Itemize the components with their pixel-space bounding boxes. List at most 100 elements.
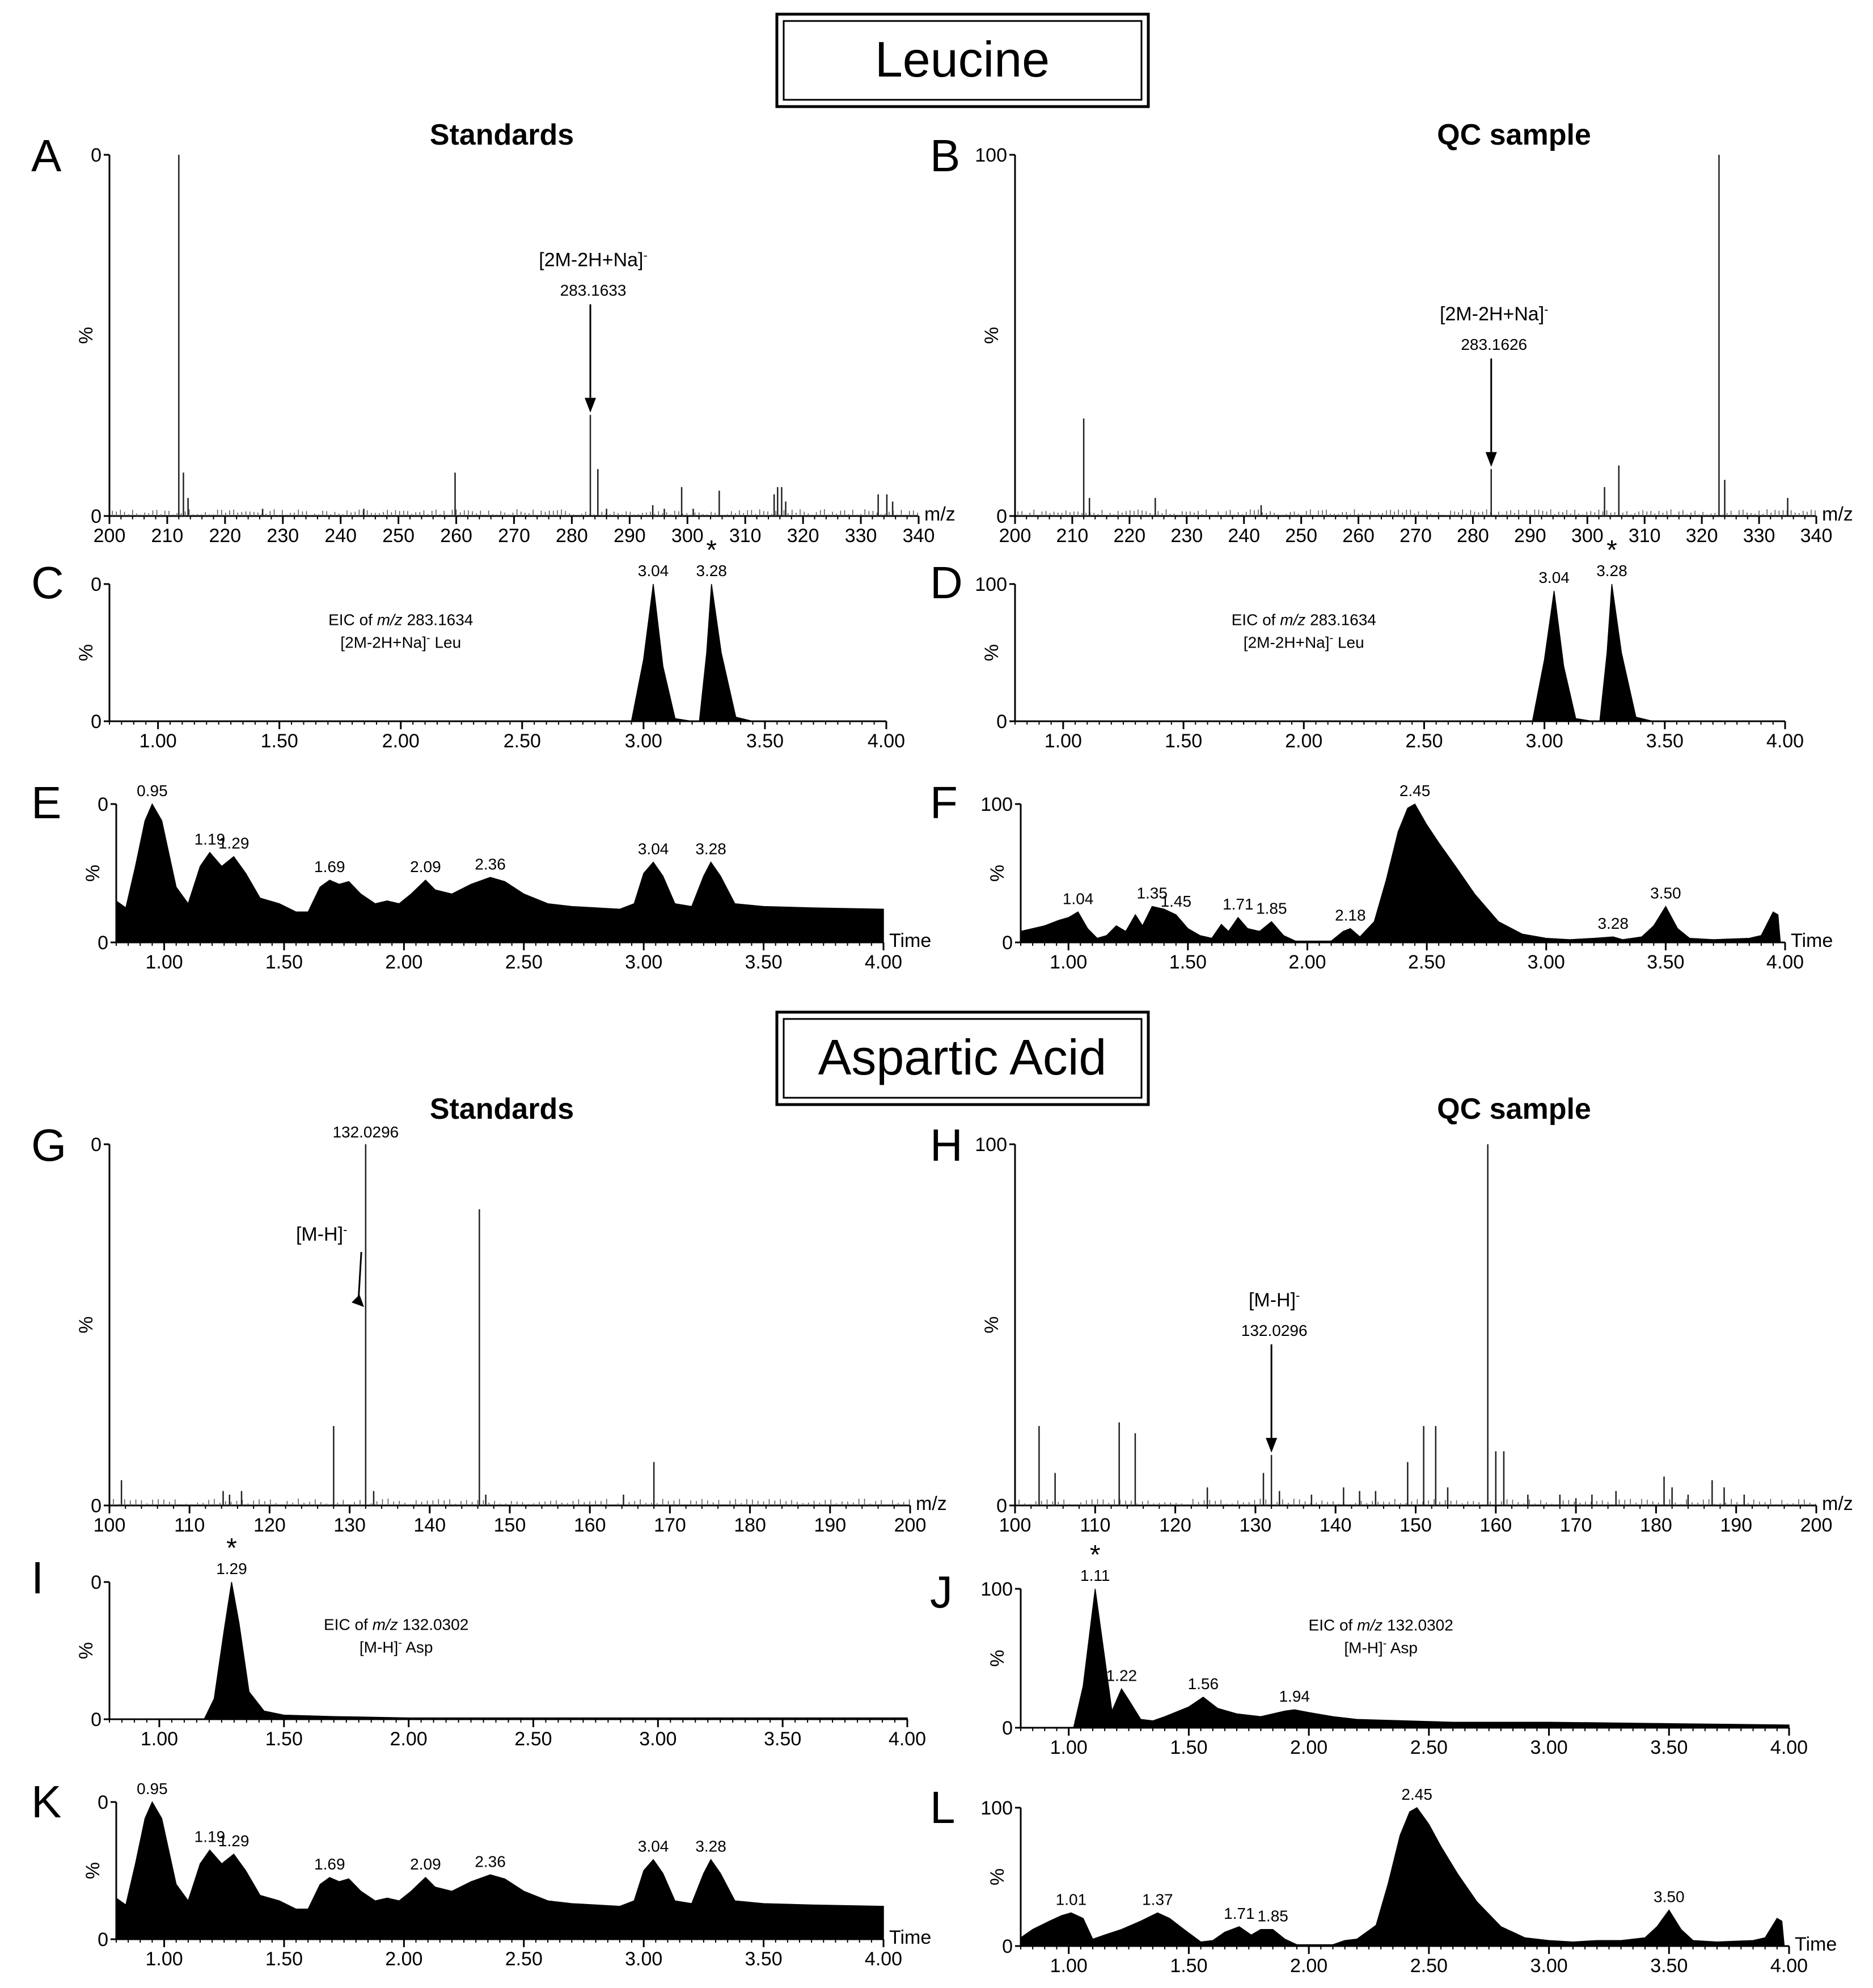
aspartic-title-box: Aspartic Acid [775, 1010, 1150, 1106]
y-tick-label-top: 0 [98, 794, 108, 815]
y-tick-label-0: 0 [91, 1495, 102, 1517]
y-tick-label-top: 100 [975, 574, 1007, 595]
peak-label: 3.28 [695, 1838, 726, 1855]
x-tick-label: 280 [556, 525, 588, 547]
annotation-arrowhead [1266, 1437, 1278, 1453]
chromatogram-trace [116, 803, 884, 943]
x-tick-label: 150 [494, 1515, 526, 1536]
x-tick-label: 1.50 [265, 951, 303, 973]
panel-letter-k: K [31, 1776, 61, 1827]
peak-label: 1.29 [218, 1832, 250, 1850]
y-axis-label: % [981, 1316, 1003, 1333]
peak-label: 1.29 [218, 835, 250, 852]
peak-label: 2.18 [1335, 907, 1366, 924]
ion-label: [2M-2H+Na]- [539, 248, 648, 271]
panel-a: A 0 0% 200 210 220 230 240 250 260 270 280 290 300 310… [31, 130, 955, 547]
peak-label: 1.85 [1256, 899, 1287, 917]
ion-label: [M-H]- [296, 1223, 347, 1246]
panel-letter-g: G [31, 1120, 66, 1170]
x-tick-label: 3.00 [625, 1948, 662, 1970]
x-tick-label: 200 [999, 525, 1031, 547]
x-tick-label: 3.00 [1526, 730, 1563, 752]
x-axis-label: Time [1791, 930, 1833, 951]
y-tick-label-0: 0 [91, 711, 102, 733]
x-tick-label: 2.50 [504, 730, 541, 752]
x-tick-label: 200 [894, 1515, 927, 1536]
x-tick-label: 3.00 [639, 1728, 677, 1750]
x-tick-label: 1.50 [265, 1948, 303, 1970]
x-tick-label: 2.50 [1405, 730, 1443, 752]
x-tick-label: 280 [1457, 525, 1489, 547]
x-tick-label: 4.00 [1770, 1955, 1808, 1977]
qc-header-top: QC sample [1437, 119, 1591, 151]
peak-mz-label: 132.0296 [332, 1123, 399, 1141]
panel-i: I 0 0% 1.00 1.50 2.00 2.50 3.00 3.50 4.00 1.29* EIC… [31, 1533, 926, 1750]
x-tick-label: 110 [174, 1515, 205, 1536]
x-tick-label: 2.00 [1290, 1737, 1327, 1758]
y-tick-label-top: 0 [98, 1792, 108, 1813]
x-tick-label: 2.00 [1285, 730, 1322, 752]
x-tick-label: 200 [1800, 1515, 1833, 1536]
y-axis-label: % [987, 1868, 1008, 1885]
x-tick-label: 200 [94, 525, 126, 547]
x-tick-label: 120 [253, 1515, 286, 1536]
chromatogram-trace [109, 583, 886, 722]
peak-label: 0.95 [137, 1780, 168, 1797]
x-tick-label: 220 [209, 525, 241, 547]
chromatogram-trace [1021, 1588, 1790, 1728]
peak-label: 1.37 [1142, 1890, 1173, 1908]
peak-label: 1.29 [216, 1560, 247, 1577]
y-axis-label: % [82, 1862, 104, 1879]
x-tick-label: 340 [1800, 525, 1833, 547]
x-tick-label: 230 [267, 525, 299, 547]
peak-label: 1.45 [1161, 893, 1192, 910]
x-tick-label: 3.50 [746, 730, 784, 752]
ion-mz-label: 283.1633 [560, 282, 627, 299]
chromatogram-trace [1020, 1807, 1789, 1947]
panel-letter-c: C [31, 557, 64, 608]
x-tick-label: 1.00 [1050, 1955, 1088, 1977]
x-tick-label: 190 [814, 1515, 846, 1536]
x-tick-label: 2.00 [382, 730, 420, 752]
y-tick-label-0: 0 [1002, 932, 1013, 954]
peak-label: 2.36 [475, 1852, 506, 1870]
peak-label: 1.71 [1224, 1905, 1255, 1922]
x-tick-label: 260 [440, 525, 472, 547]
y-tick-label-top: 0 [91, 574, 102, 595]
x-tick-label: 310 [729, 525, 762, 547]
annotation-arrow-shaft [357, 1251, 362, 1302]
peak-label: 1.85 [1257, 1907, 1288, 1925]
x-tick-label: 100 [94, 1515, 126, 1536]
x-tick-label: 270 [498, 525, 530, 547]
ion-label: [2M-2H+Na]- [1440, 302, 1549, 325]
peak-label: 3.04 [638, 840, 669, 857]
x-tick-label: 140 [1320, 1515, 1352, 1536]
x-tick-label: 2.50 [1408, 951, 1445, 973]
x-tick-label: 1.50 [1170, 1955, 1207, 1977]
y-tick-label-0: 0 [91, 1709, 102, 1731]
y-tick-label-top: 100 [980, 1579, 1013, 1600]
y-tick-label-0: 0 [98, 932, 108, 954]
y-tick-label-top: 0 [91, 1134, 102, 1156]
significance-star: * [706, 535, 717, 565]
x-tick-label: 320 [787, 525, 819, 547]
peak-label: 2.09 [410, 858, 441, 875]
peak-label: 3.28 [696, 562, 728, 580]
peak-label: 1.22 [1106, 1666, 1138, 1684]
y-tick-label-top: 100 [975, 145, 1007, 166]
y-tick-label-0: 0 [1002, 1718, 1013, 1739]
x-axis-label: Time [1795, 1934, 1837, 1955]
peak-label: 3.28 [695, 840, 726, 857]
y-axis-label: % [75, 644, 97, 661]
y-tick-label-0: 0 [996, 711, 1007, 733]
eic-label-line2: [M-H]- Asp [1344, 1638, 1418, 1657]
x-tick-label: 4.00 [1766, 951, 1804, 973]
x-tick-label: 290 [1514, 525, 1546, 547]
peak-label: 1.94 [1279, 1687, 1310, 1705]
panel-d: D 0 100% 1.00 1.50 2.00 2.50 3.00 3.50 4.00 3.04 3.… [930, 535, 1804, 752]
peak-label: 1.35 [1136, 885, 1168, 902]
